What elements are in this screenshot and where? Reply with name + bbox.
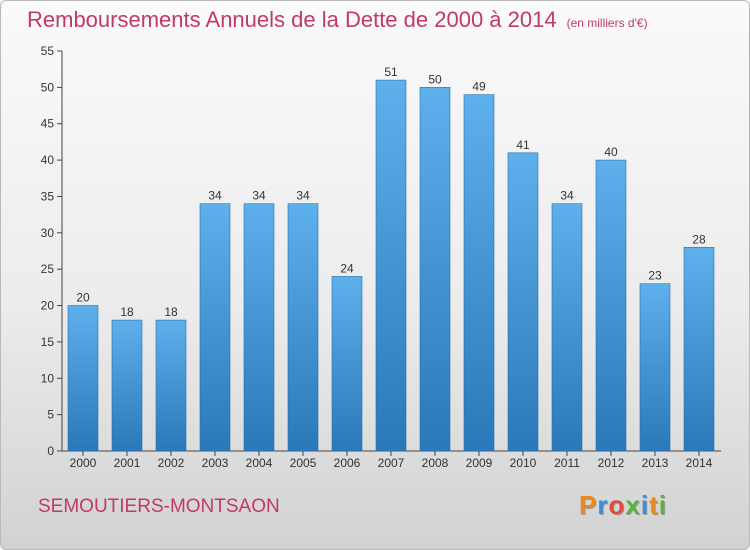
bar-value-label: 34 bbox=[560, 189, 574, 203]
chart-subtitle: (en milliers d'€) bbox=[566, 16, 648, 30]
bar-value-label: 49 bbox=[472, 80, 486, 94]
proxiti-logo: Proxiti bbox=[579, 490, 667, 521]
logo-letter: o bbox=[608, 490, 626, 520]
x-tick-label: 2006 bbox=[334, 456, 361, 470]
bar-2006 bbox=[331, 276, 363, 452]
bar-2000 bbox=[67, 305, 99, 452]
y-tick-label: 45 bbox=[41, 117, 55, 131]
y-tick-label: 35 bbox=[41, 189, 55, 203]
y-tick-label: 30 bbox=[41, 226, 55, 240]
x-tick-label: 2000 bbox=[70, 456, 97, 470]
y-tick-label: 5 bbox=[47, 408, 54, 422]
bar-2010 bbox=[507, 152, 539, 452]
bar-value-label: 18 bbox=[120, 305, 134, 319]
bar-2013 bbox=[639, 283, 671, 452]
x-tick-label: 2014 bbox=[686, 456, 713, 470]
bar-value-label: 34 bbox=[296, 189, 310, 203]
y-tick-label: 55 bbox=[41, 44, 55, 58]
bar-2007 bbox=[375, 79, 407, 452]
bar-value-label: 40 bbox=[604, 145, 618, 159]
y-tick-label: 0 bbox=[47, 444, 54, 458]
bar-value-label: 23 bbox=[648, 269, 662, 283]
city-name: SEMOUTIERS-MONTSAON bbox=[38, 496, 280, 517]
logo-letter: i bbox=[658, 490, 667, 520]
logo-letter: i bbox=[640, 490, 650, 520]
bar-value-label: 50 bbox=[428, 72, 442, 86]
x-tick-label: 2007 bbox=[378, 456, 405, 470]
x-tick-label: 2011 bbox=[554, 456, 580, 470]
logo-letter: t bbox=[649, 490, 659, 520]
bar-2003 bbox=[199, 203, 231, 452]
bar-value-label: 34 bbox=[208, 189, 222, 203]
bar-value-label: 34 bbox=[252, 189, 266, 203]
logo-letter: x bbox=[625, 490, 641, 520]
x-tick-label: 2012 bbox=[598, 456, 625, 470]
bar-value-label: 24 bbox=[340, 261, 354, 275]
x-tick-label: 2003 bbox=[202, 456, 229, 470]
bar-value-label: 28 bbox=[692, 232, 706, 246]
bar-2012 bbox=[595, 159, 627, 452]
y-tick-label: 20 bbox=[41, 299, 55, 313]
bar-2008 bbox=[419, 87, 451, 452]
logo-letter: P bbox=[579, 490, 598, 520]
bar-2002 bbox=[155, 319, 187, 452]
logo-letter: r bbox=[597, 490, 609, 520]
bar-2004 bbox=[243, 203, 275, 452]
x-tick-label: 2010 bbox=[510, 456, 537, 470]
bar-value-label: 20 bbox=[76, 291, 90, 305]
y-tick-label: 25 bbox=[41, 262, 55, 276]
bar-value-label: 18 bbox=[164, 305, 178, 319]
y-tick-label: 10 bbox=[41, 371, 55, 385]
y-tick-label: 15 bbox=[41, 335, 55, 349]
bar-2011 bbox=[551, 203, 583, 452]
chart-title: Remboursements Annuels de la Dette de 20… bbox=[27, 7, 557, 32]
x-tick-label: 2001 bbox=[114, 456, 141, 470]
bar-2009 bbox=[463, 94, 495, 452]
x-tick-label: 2002 bbox=[158, 456, 185, 470]
y-tick-label: 40 bbox=[41, 153, 55, 167]
bar-2014 bbox=[683, 247, 715, 452]
x-tick-label: 2008 bbox=[422, 456, 449, 470]
bar-2005 bbox=[287, 203, 319, 452]
x-tick-label: 2009 bbox=[466, 456, 493, 470]
bar-value-label: 51 bbox=[384, 65, 398, 79]
chart-title-row: Remboursements Annuels de la Dette de 20… bbox=[27, 7, 648, 33]
x-tick-label: 2013 bbox=[642, 456, 669, 470]
x-tick-label: 2005 bbox=[290, 456, 317, 470]
bar-value-label: 41 bbox=[516, 138, 530, 152]
bar-2001 bbox=[111, 319, 143, 452]
bar-chart: 0 5 10 15 20 25 30 35 40 45 50 55 20 2000 18 2001 18 2002… bbox=[41, 44, 721, 470]
x-tick-label: 2004 bbox=[246, 456, 273, 470]
y-tick-label: 50 bbox=[41, 80, 55, 94]
